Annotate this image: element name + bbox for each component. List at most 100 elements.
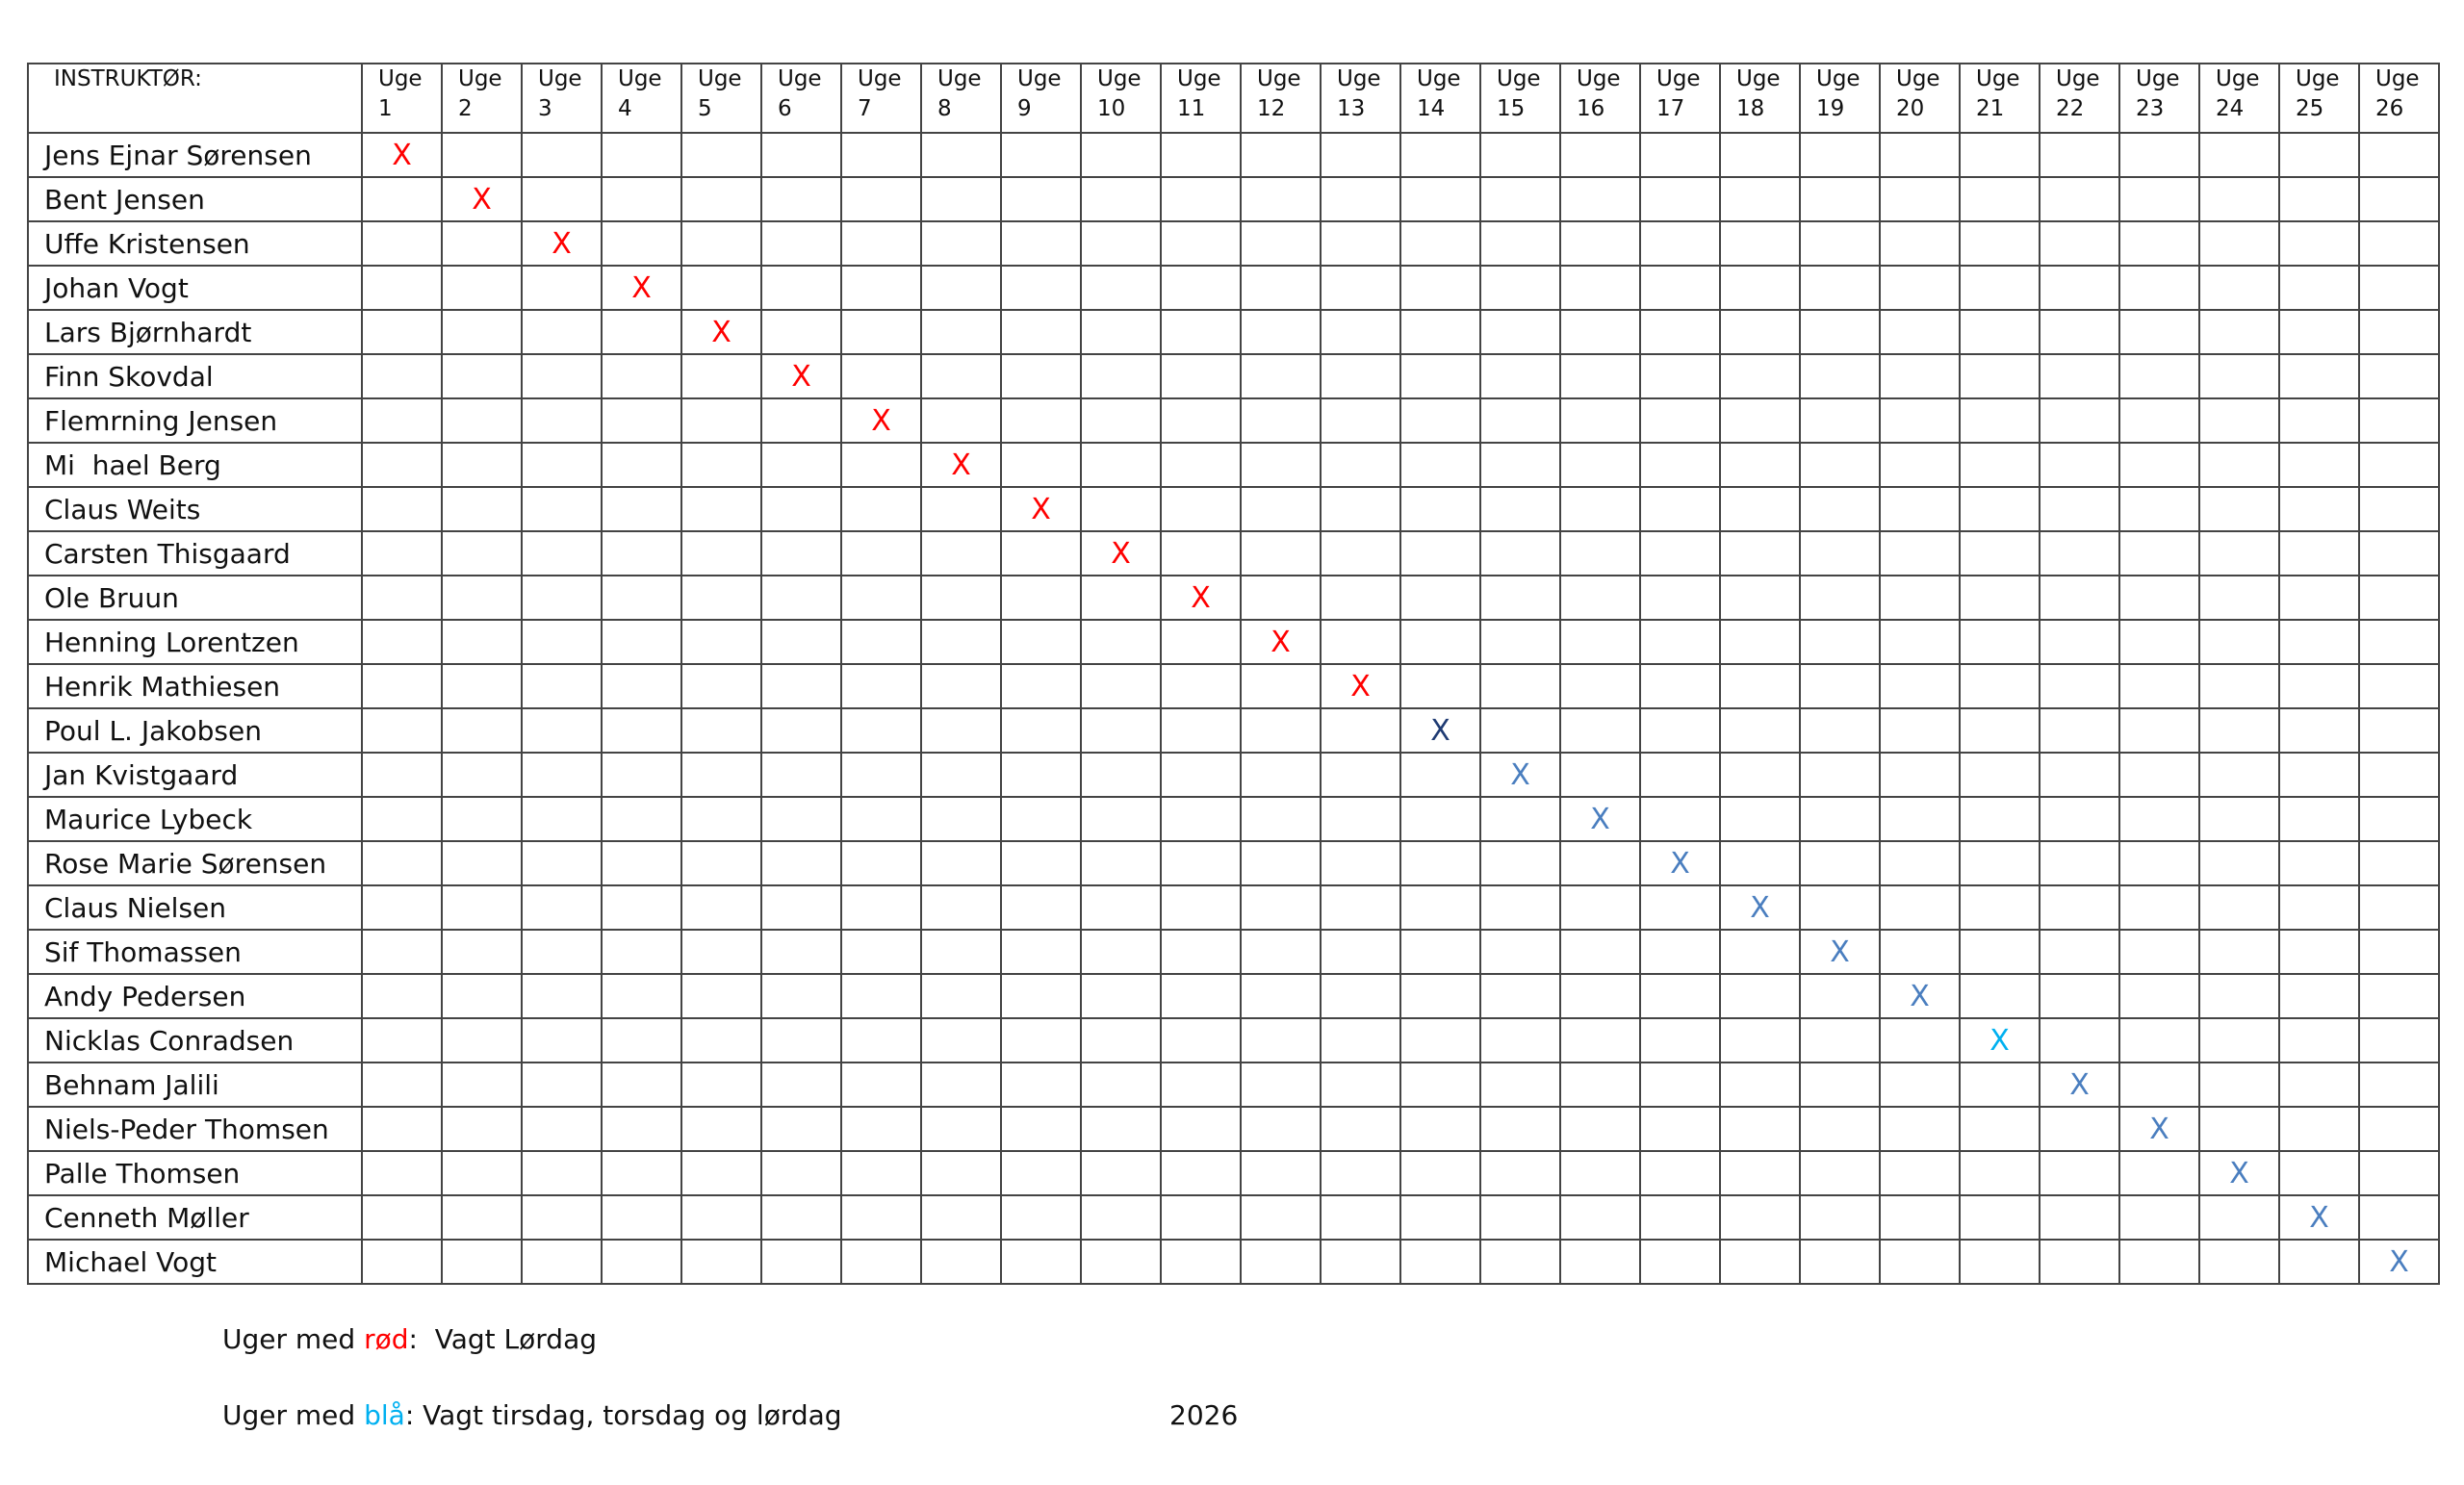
cell xyxy=(1719,1150,1801,1196)
cell xyxy=(920,530,1002,576)
cell xyxy=(2358,973,2440,1019)
week-header: Uge 3 xyxy=(521,63,603,134)
cell xyxy=(1559,442,1641,488)
cell xyxy=(1959,619,2040,665)
cell xyxy=(1559,884,1641,931)
cell xyxy=(1160,884,1242,931)
cell xyxy=(1160,397,1242,444)
cell xyxy=(1160,619,1242,665)
cell: X xyxy=(920,442,1002,488)
cell xyxy=(1240,1239,1322,1285)
cell xyxy=(1399,1106,1481,1152)
row: Johan Vogt X xyxy=(27,265,2440,311)
row: Carsten Thisgaard X xyxy=(27,530,2440,576)
cell xyxy=(2358,132,2440,178)
cell xyxy=(1479,619,1561,665)
cell xyxy=(2278,442,2360,488)
cell xyxy=(361,973,443,1019)
week-number: 2 xyxy=(458,96,473,121)
mark: X xyxy=(1111,536,1131,571)
cell xyxy=(2278,929,2360,975)
week-header: Uge 9 xyxy=(1000,63,1082,134)
week-label: Uge xyxy=(458,66,502,91)
week-number: 4 xyxy=(618,96,632,121)
cell xyxy=(1479,884,1561,931)
cell xyxy=(2278,486,2360,532)
cell xyxy=(601,176,682,222)
cell: X xyxy=(1240,619,1322,665)
cell xyxy=(601,530,682,576)
cell xyxy=(1080,884,1162,931)
cell xyxy=(760,1106,842,1152)
week-number: 14 xyxy=(1417,96,1446,121)
cell xyxy=(1000,707,1082,754)
cell xyxy=(601,663,682,709)
cell xyxy=(1719,1239,1801,1285)
cell xyxy=(1879,1017,1961,1063)
cell: X xyxy=(1559,796,1641,842)
mark: X xyxy=(1031,492,1051,526)
mark: X xyxy=(1989,1023,2010,1058)
week-header: Uge 6 xyxy=(760,63,842,134)
cell xyxy=(1879,397,1961,444)
name-cell: Bent Jensen xyxy=(27,176,363,222)
cell xyxy=(1799,619,1881,665)
cell xyxy=(361,884,443,931)
cell xyxy=(1639,663,1721,709)
cell xyxy=(1799,707,1881,754)
mark: X xyxy=(1750,890,1770,925)
cell xyxy=(601,929,682,975)
mark: X xyxy=(1430,713,1450,748)
cell xyxy=(361,1017,443,1063)
week-header: Uge 16 xyxy=(1559,63,1641,134)
cell xyxy=(1959,220,2040,267)
cell xyxy=(2358,619,2440,665)
cell xyxy=(521,929,603,975)
cell xyxy=(1399,973,1481,1019)
cell xyxy=(1320,265,1401,311)
cell xyxy=(1959,530,2040,576)
cell xyxy=(1320,132,1401,178)
cell xyxy=(1719,619,1801,665)
cell xyxy=(1559,1106,1641,1152)
cell xyxy=(1240,840,1322,886)
cell xyxy=(1399,752,1481,798)
week-label: Uge xyxy=(1097,66,1142,91)
cell xyxy=(920,973,1002,1019)
mark: X xyxy=(2149,1112,2169,1146)
cell xyxy=(1000,619,1082,665)
cell xyxy=(2198,132,2280,178)
row: Lars Bjørnhardt X xyxy=(27,309,2440,355)
cell xyxy=(521,619,603,665)
cell xyxy=(1000,265,1082,311)
cell xyxy=(1799,973,1881,1019)
cell xyxy=(1240,1017,1322,1063)
cell xyxy=(680,663,762,709)
cell: X xyxy=(760,353,842,399)
header-cell: INSTRUKTØR: xyxy=(27,63,363,134)
cell xyxy=(1080,619,1162,665)
cell xyxy=(840,309,922,355)
cell xyxy=(1799,220,1881,267)
cell xyxy=(1399,486,1481,532)
cell xyxy=(840,663,922,709)
cell xyxy=(680,353,762,399)
cell xyxy=(521,1150,603,1196)
week-number: 5 xyxy=(698,96,712,121)
cell xyxy=(1639,220,1721,267)
cell: X xyxy=(840,397,922,444)
cell xyxy=(1080,973,1162,1019)
row: Cenneth Møller X xyxy=(27,1194,2440,1241)
cell xyxy=(840,442,922,488)
cell xyxy=(2198,220,2280,267)
cell xyxy=(1959,397,2040,444)
cell xyxy=(1879,1150,1961,1196)
cell xyxy=(601,442,682,488)
cell xyxy=(920,707,1002,754)
name-cell: Henning Lorentzen xyxy=(27,619,363,665)
week-label: Uge xyxy=(858,66,902,91)
cell xyxy=(760,840,842,886)
cell xyxy=(441,442,523,488)
cell xyxy=(601,132,682,178)
cell xyxy=(1320,1062,1401,1108)
